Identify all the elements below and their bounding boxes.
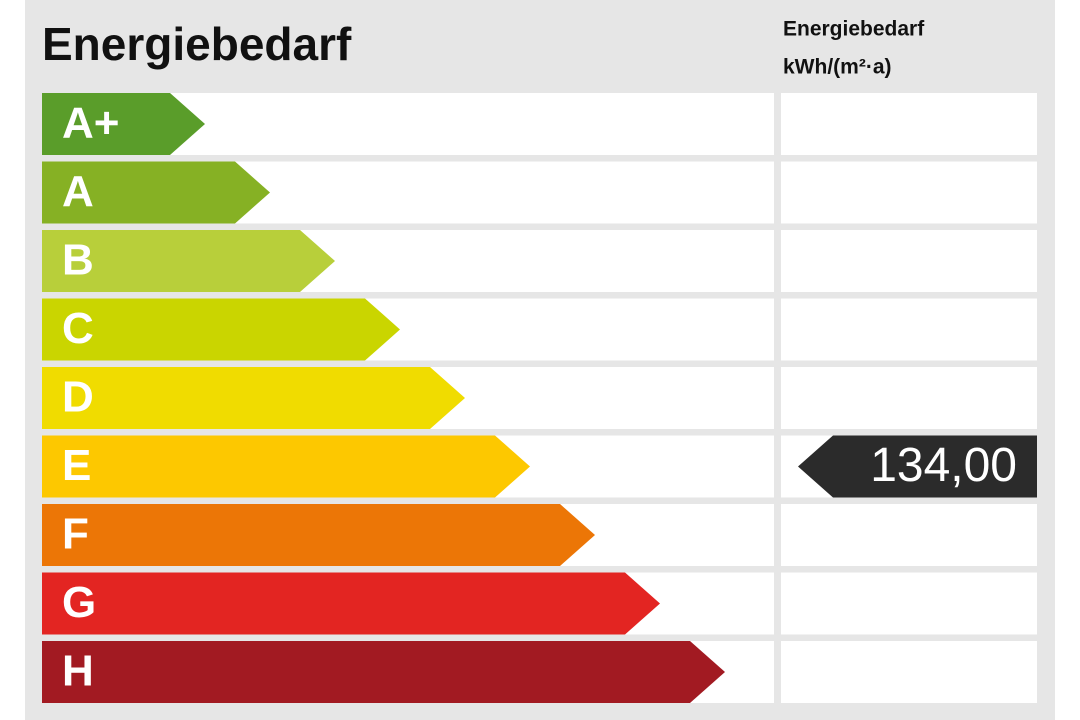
rating-indicator	[798, 435, 1037, 498]
value-cell	[781, 367, 1037, 429]
rating-value: 134,00	[870, 439, 1017, 492]
value-cell	[781, 641, 1037, 703]
class-arrow	[42, 93, 205, 155]
class-label: A	[62, 167, 94, 216]
class-arrow	[42, 298, 400, 361]
class-arrow	[42, 161, 270, 224]
class-arrow	[42, 435, 530, 498]
value-cell	[781, 93, 1037, 155]
class-arrow	[42, 230, 335, 292]
class-label: H	[62, 647, 94, 696]
class-label: A+	[62, 99, 119, 148]
value-cell	[781, 230, 1037, 292]
value-cell	[781, 161, 1037, 224]
class-label: B	[62, 236, 94, 285]
title: Energiebedarf	[42, 18, 352, 70]
value-cell	[781, 572, 1037, 635]
class-label: D	[62, 373, 94, 422]
class-arrow	[42, 367, 465, 429]
class-label: F	[62, 510, 89, 559]
value-cell	[781, 298, 1037, 361]
column-header: kWh/(m²·a)	[783, 56, 892, 79]
class-arrow	[42, 572, 660, 635]
class-label: C	[62, 304, 94, 353]
class-arrow	[42, 504, 595, 566]
class-label: E	[62, 441, 91, 490]
class-arrow	[42, 641, 725, 703]
class-label: G	[62, 578, 96, 627]
value-cell	[781, 504, 1037, 566]
column-header: Energiebedarf	[783, 18, 925, 41]
